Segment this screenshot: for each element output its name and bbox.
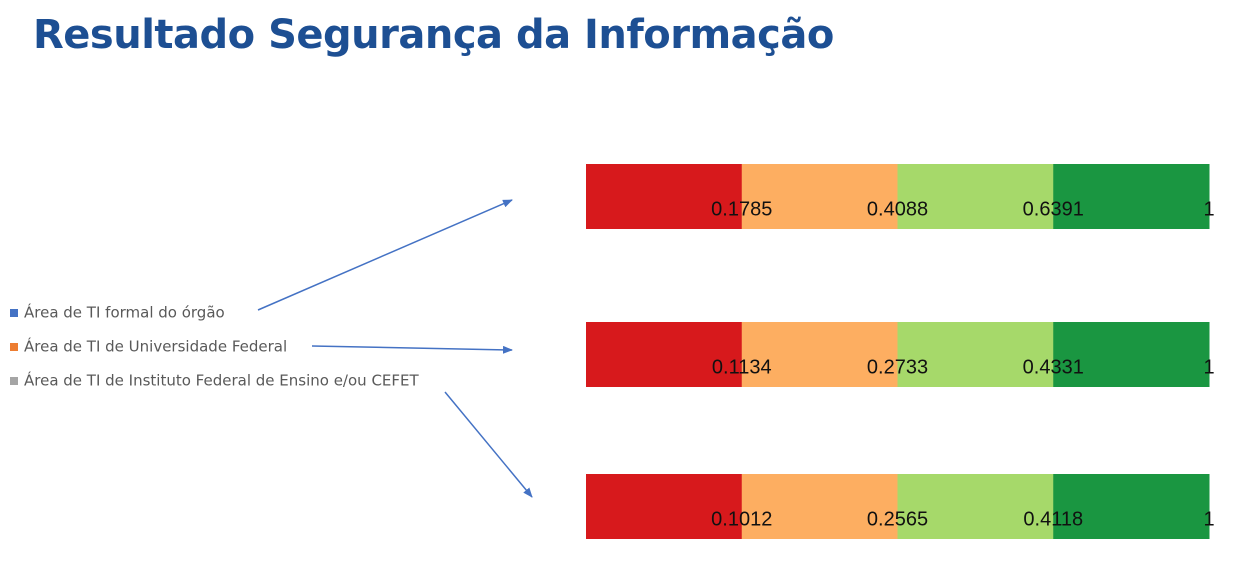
threshold-label: 1 <box>1203 508 1214 530</box>
legend-swatch <box>10 343 18 351</box>
arrow <box>311 345 513 354</box>
bar-segment <box>897 322 1054 387</box>
arrow <box>444 391 533 498</box>
bar-segment <box>741 322 898 387</box>
threshold-label: 0.1012 <box>711 508 772 530</box>
threshold-label: 0.6391 <box>1023 198 1084 220</box>
threshold-label: 0.2565 <box>867 508 928 530</box>
legend-label: Área de TI de Universidade Federal <box>24 337 287 356</box>
bar-segment <box>897 474 1054 539</box>
bar-segment <box>586 322 743 387</box>
bar-segment <box>1053 474 1210 539</box>
legend-swatch <box>10 377 18 385</box>
threshold-label: 0.4088 <box>867 198 928 220</box>
bar-segment <box>1053 164 1210 229</box>
arrow <box>257 199 513 311</box>
threshold-label: 1 <box>1203 356 1214 378</box>
bar-segment <box>741 474 898 539</box>
threshold-label: 1 <box>1203 198 1214 220</box>
legend-label: Área de TI de Instituto Federal de Ensin… <box>24 371 419 390</box>
threshold-label: 0.2733 <box>867 356 928 378</box>
bar-segment <box>741 164 898 229</box>
threshold-label: 0.4118 <box>1023 508 1083 530</box>
legend-label: Área de TI formal do órgão <box>24 303 225 322</box>
arrows <box>257 199 533 498</box>
bar-segment <box>897 164 1054 229</box>
bar-segment <box>586 164 743 229</box>
title: Resultado Segurança da Informação <box>33 12 834 58</box>
bar-segment <box>1053 322 1210 387</box>
threshold-label: 0.4331 <box>1023 356 1084 378</box>
threshold-label: 0.1785 <box>711 198 772 220</box>
threshold-label: 0.1134 <box>712 356 772 378</box>
legend-swatch <box>10 309 18 317</box>
bar-segment <box>586 474 743 539</box>
